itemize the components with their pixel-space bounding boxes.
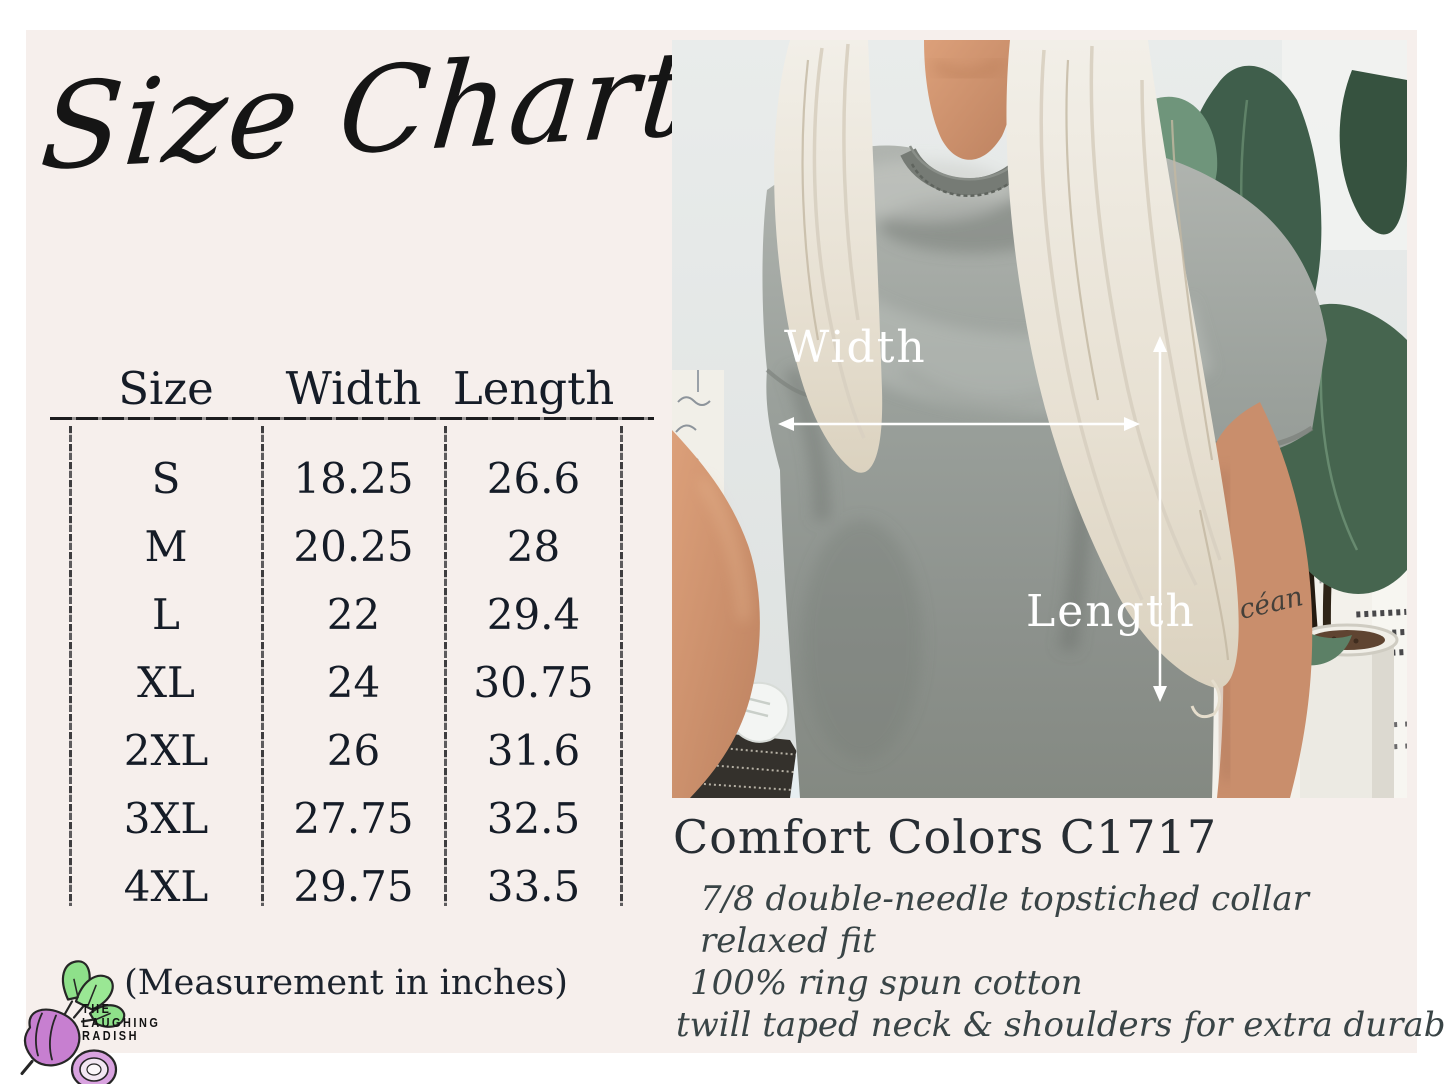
feature-item: 100% ring spun cotton	[690, 963, 1083, 1003]
radish-root	[20, 1060, 34, 1075]
neck	[924, 40, 1016, 160]
table-vertical-rule	[69, 426, 72, 906]
leaf-veins	[73, 978, 111, 1021]
feature-item: twill taped neck & shoulders for extra d…	[676, 1005, 1445, 1045]
cell-width: 18.25	[293, 453, 414, 503]
column-header-width: Width	[285, 362, 422, 415]
cell-width: 26	[326, 725, 381, 775]
cell-size: L	[152, 589, 180, 639]
radish-slice-core	[86, 1063, 102, 1076]
cell-width: 20.25	[293, 521, 414, 571]
feature-item: 7/8 double-needle topstiched collar	[700, 879, 1309, 919]
width-label: Width	[784, 322, 927, 373]
table-row: 4XL 29.75 33.5	[70, 852, 622, 920]
cell-size: XL	[137, 657, 195, 707]
logo-wordmark: THE LAUGHING RADISH	[82, 1002, 160, 1043]
cell-width: 22	[326, 589, 381, 639]
feature-item: relaxed fit	[700, 921, 876, 961]
cell-size: 3XL	[123, 793, 209, 843]
cell-length: 33.5	[486, 861, 581, 911]
product-features: 7/8 double-needle topstiched collar rela…	[674, 878, 1445, 1046]
plant-pot	[1295, 623, 1399, 798]
bulb-lines	[35, 1012, 57, 1061]
cell-width: 29.75	[293, 861, 414, 911]
size-table: Size Width Length S 18.25 26.6 M 20.25 2…	[50, 360, 654, 911]
card-background: Size Chart Size Width Length S 18.25 26.…	[20, 24, 1445, 1084]
cell-size: S	[151, 453, 181, 503]
table-row: XL 24 30.75	[70, 648, 622, 716]
hair	[774, 40, 1239, 719]
table-row: S 18.25 26.6	[70, 444, 622, 512]
table-vertical-rule	[444, 426, 447, 906]
table-row: L 22 29.4	[70, 580, 622, 648]
table-vertical-rule	[620, 426, 623, 906]
table-row: 2XL 26 31.6	[70, 716, 622, 784]
cell-width: 27.75	[293, 793, 414, 843]
cell-size: 4XL	[123, 861, 209, 911]
cell-length: 29.4	[486, 589, 581, 639]
length-label: Length	[1026, 586, 1196, 637]
table-vertical-rule	[261, 426, 264, 906]
radish-leaf	[74, 974, 114, 1011]
cell-length: 31.6	[486, 725, 581, 775]
logo-line-1: THE	[82, 1001, 112, 1016]
cell-length: 32.5	[486, 793, 581, 843]
table-header-rule	[50, 417, 654, 420]
page-title: Size Chart	[35, 24, 696, 197]
cell-length: 26.6	[486, 453, 581, 503]
measurement-note: (Measurement in inches)	[124, 963, 568, 1003]
table-row: 3XL 27.75 32.5	[70, 784, 622, 852]
column-header-size: Size	[118, 362, 214, 415]
size-table-body: S 18.25 26.6 M 20.25 28 L 22 29.4 XL 24	[70, 444, 622, 920]
cell-length: 30.75	[473, 657, 594, 707]
product-title: Comfort Colors C1717	[673, 810, 1218, 864]
hair-curl	[1190, 679, 1221, 719]
cell-length: 28	[506, 521, 561, 571]
column-header-length: Length	[452, 362, 615, 415]
left-arm	[672, 430, 760, 798]
logo-line-3: RADISH	[82, 1028, 139, 1043]
measurement-annotations: Width Length	[778, 322, 1196, 702]
length-arrow-icon	[1153, 336, 1167, 702]
logo-line-2: LAUGHING	[82, 1014, 161, 1030]
cell-size: 2XL	[123, 725, 209, 775]
size-table-header: Size Width Length	[70, 360, 622, 417]
cell-size: M	[144, 521, 188, 571]
laughing-radish-logo-icon	[20, 960, 126, 1084]
model-photo: Océan	[672, 40, 1407, 798]
radish-leaf	[88, 1004, 126, 1028]
radish-stems	[62, 1000, 96, 1023]
cell-width: 24	[326, 657, 381, 707]
width-arrow-icon	[778, 417, 1140, 431]
table-row: M 20.25 28	[70, 512, 622, 580]
